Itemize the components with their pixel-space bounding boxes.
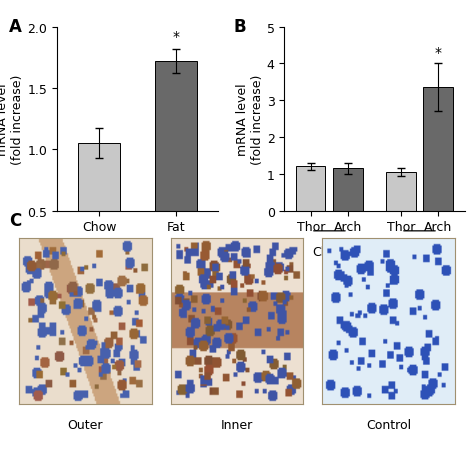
Bar — [155, 62, 197, 272]
Text: C: C — [9, 212, 22, 230]
Text: Control: Control — [366, 418, 411, 431]
Text: B: B — [234, 18, 246, 36]
Y-axis label: mRNA level
(fold increase): mRNA level (fold increase) — [236, 74, 264, 164]
Text: A: A — [9, 18, 21, 36]
Bar — [423, 88, 453, 211]
Bar — [296, 167, 326, 211]
Text: *: * — [435, 46, 442, 60]
Bar — [333, 169, 363, 211]
Text: Outer: Outer — [68, 418, 103, 431]
Text: Inner: Inner — [221, 418, 253, 431]
Text: Chow: Chow — [312, 245, 346, 258]
Y-axis label: mRNA level
(fold increase): mRNA level (fold increase) — [0, 74, 24, 164]
Bar — [78, 144, 120, 272]
Bar — [386, 173, 416, 211]
Text: Fat: Fat — [410, 245, 429, 258]
Text: *: * — [173, 29, 179, 44]
